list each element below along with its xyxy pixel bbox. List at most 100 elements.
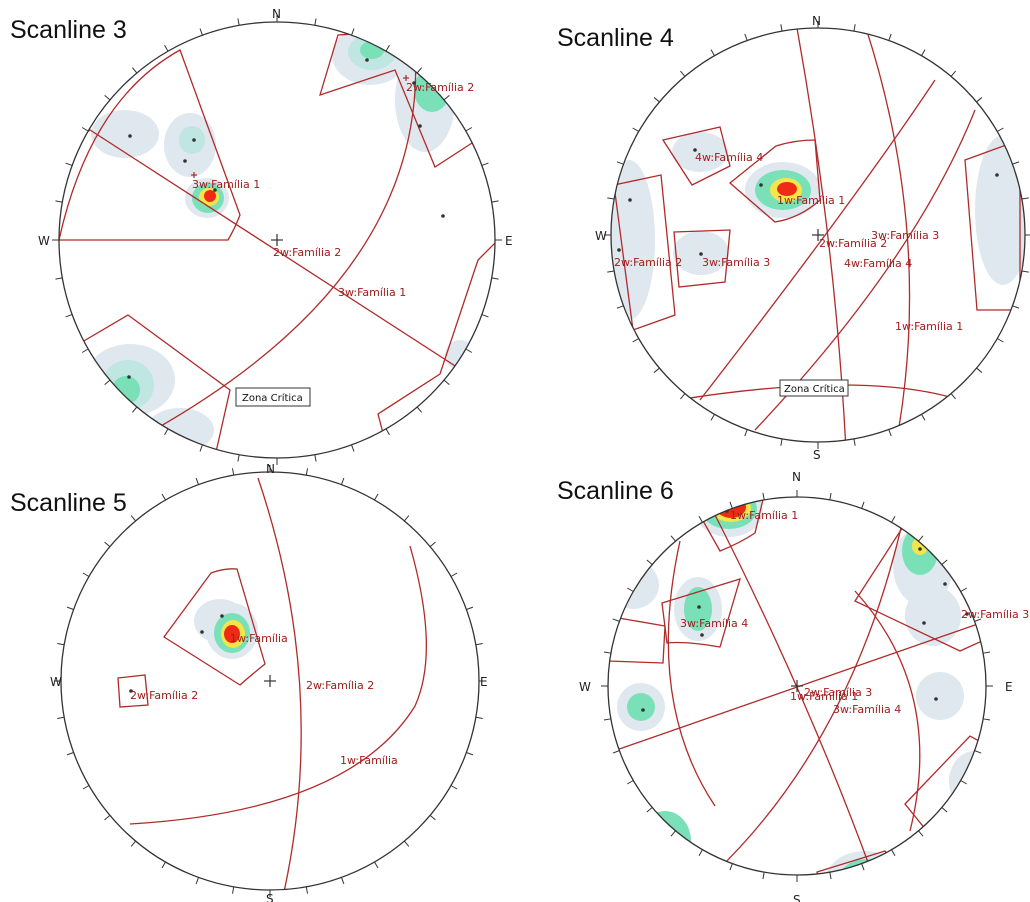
zona-critica-label: Zona Crítica [784, 383, 845, 395]
great-circles [608, 500, 986, 875]
north-label: N [272, 7, 281, 21]
tick-mark [888, 429, 892, 437]
tick-mark [983, 718, 991, 721]
tick-mark [646, 559, 653, 565]
tick-mark [195, 877, 199, 885]
stereonet-panel-scanline-4: Scanline 4 [515, 0, 1030, 462]
tick-mark [960, 780, 967, 785]
tick-mark [164, 428, 169, 436]
tick-mark [853, 24, 856, 32]
stereonet-panel-scanline-3: Scanline 3 [0, 0, 515, 465]
stereonet-panel-scanline-6: Scanline 6 [515, 451, 1030, 902]
poles [129, 614, 224, 693]
north-label: N [266, 462, 275, 476]
tick-mark [481, 162, 489, 166]
tick-mark [161, 493, 166, 501]
tick-mark [950, 393, 956, 400]
great-circle-3w [86, 127, 481, 383]
panel-title: Scanline 5 [10, 489, 127, 517]
tick-mark [853, 438, 856, 446]
tick-mark [997, 127, 1004, 132]
zona-critica-label: Zona Crítica [242, 392, 303, 404]
label-4w-familia-4-set: 4w:Família 4 [695, 151, 763, 164]
tick-mark [861, 863, 865, 871]
tick-mark [653, 97, 660, 103]
primitive-circle [58, 21, 496, 459]
tick-mark [616, 305, 624, 309]
ticks [52, 15, 502, 465]
label-3w-familia-4-set: 3w:Família 4 [680, 617, 748, 630]
tick-mark [130, 515, 137, 522]
west-label: W [579, 680, 591, 694]
tick-mark [314, 18, 317, 26]
tick-mark [491, 277, 499, 280]
tick-mark [627, 587, 634, 592]
tick-mark [231, 886, 235, 894]
tick-mark [680, 70, 686, 77]
tick-mark [104, 379, 111, 386]
great-circles [129, 477, 428, 890]
tick-mark [341, 477, 345, 485]
tick-mark [646, 807, 653, 813]
tick-mark [762, 492, 765, 500]
primitive-circle [607, 496, 987, 876]
tick-mark [466, 752, 474, 756]
tick-mark [374, 861, 379, 869]
panel-title: Scanline 6 [557, 477, 674, 505]
tick-mark [829, 872, 832, 880]
tick-mark [1021, 270, 1029, 273]
west-label: W [38, 234, 50, 248]
tick-mark [616, 161, 624, 165]
tick-mark [351, 28, 355, 36]
label-2w-familia-2-set: 2w:Família 2 [406, 81, 474, 94]
north-label: N [812, 14, 821, 28]
tick-mark [231, 468, 235, 476]
windows [613, 126, 1021, 331]
tick-mark [997, 338, 1004, 343]
label-2w-familia-2-plane: 2w:Família 2 [819, 237, 887, 250]
zona-critica-box: Zona Crítica [235, 387, 311, 407]
tick-mark [55, 200, 63, 203]
tick-mark [698, 849, 703, 856]
tick-mark [603, 651, 611, 654]
tick-mark [475, 642, 483, 646]
poles [86, 58, 445, 379]
tick-mark [729, 863, 733, 871]
south-label: S [813, 448, 821, 462]
tick-mark [57, 642, 65, 646]
poles [617, 148, 999, 256]
tick-mark [305, 468, 309, 476]
tick-mark [491, 200, 499, 203]
tick-mark [66, 606, 74, 610]
tick-mark [974, 618, 982, 622]
label-1w-familia-1-plane: 1w:Família 1 [790, 690, 858, 703]
tick-mark [744, 429, 748, 437]
tick-mark [82, 785, 90, 790]
tick-mark [632, 338, 639, 343]
tick-mark [762, 872, 765, 880]
ticks [604, 21, 1030, 449]
label-2w-familia-2-plane: 2w:Família 2 [306, 679, 374, 692]
tick-mark [974, 750, 982, 754]
tick-mark [475, 716, 483, 720]
tick-mark [921, 49, 926, 56]
tick-mark [416, 67, 423, 74]
tick-mark [237, 454, 240, 462]
tick-mark [744, 33, 748, 41]
primitive-circle [610, 27, 1026, 443]
tick-mark [57, 716, 65, 720]
tick-mark [780, 438, 783, 446]
tick-mark [374, 493, 379, 501]
label-2w-familia-2-plane: 2w:Família 2 [273, 246, 341, 259]
stereonet-panel-scanline-5: Scanline 5 [0, 451, 515, 902]
tick-mark [195, 477, 199, 485]
zona-critica-box: Zona Crítica [779, 379, 849, 397]
label-3w-familia-1-set: 3w:Família 1 [192, 178, 260, 191]
tick-mark [385, 44, 390, 52]
tick-mark [670, 535, 676, 542]
tick-mark [921, 414, 926, 421]
tick-mark [976, 97, 983, 103]
windows [117, 568, 266, 708]
south-label: S [793, 893, 801, 902]
tick-mark [1012, 305, 1020, 309]
